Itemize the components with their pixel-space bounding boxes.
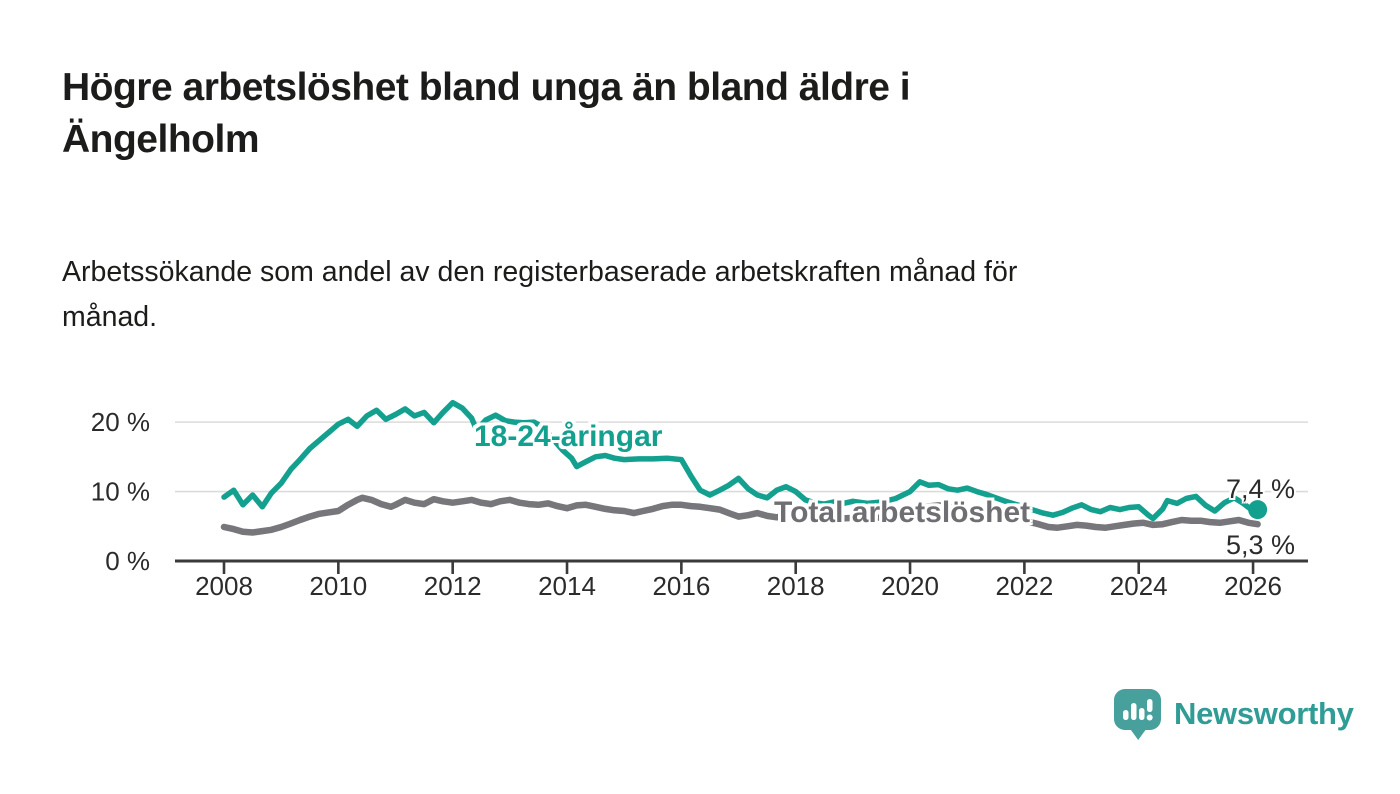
series-label-total-arbetsloshet: Total arbetslöshet	[774, 496, 1031, 529]
x-axis-tick-label: 2012	[424, 571, 482, 601]
series-line-total	[220, 494, 1261, 536]
series-label-18-24-aringar: 18-24-åringar	[474, 420, 663, 453]
page-title: Högre arbetslöshet bland unga än bland ä…	[62, 62, 1162, 166]
y-axis-tick-label: 10 %	[91, 477, 150, 507]
x-axis-tick-label: 2020	[881, 571, 939, 601]
page-subtitle: Arbetssökande som andel av den registerb…	[62, 250, 1262, 340]
series-end-dot	[1248, 500, 1268, 520]
newsworthy-logo: Newsworthy	[1112, 687, 1354, 741]
x-axis-tick-label: 2014	[538, 571, 596, 601]
end-value-label-total: 5,3 %	[1226, 530, 1296, 560]
x-axis-tick-label: 2016	[652, 571, 710, 601]
x-axis-tick-label: 2026	[1224, 571, 1282, 601]
y-axis-tick-label: 20 %	[91, 407, 150, 437]
newsworthy-brand-text: Newsworthy	[1174, 696, 1354, 731]
x-axis-tick-label: 2018	[767, 571, 825, 601]
series-line-young	[221, 399, 1261, 522]
x-axis-tick-label: 2022	[995, 571, 1053, 601]
end-value-label-young: 7,4 %	[1226, 474, 1296, 504]
newsworthy-bubble-chart-icon	[1114, 689, 1161, 740]
page-subtitle-line-2: månad.	[62, 301, 158, 333]
page-title-line-1: Högre arbetslöshet bland unga än bland ä…	[62, 66, 911, 109]
x-axis-tick-label: 2024	[1110, 571, 1168, 601]
y-axis-tick-label: 0 %	[105, 546, 150, 576]
x-axis-tick-label: 2010	[309, 571, 367, 601]
page-title-line-2: Ängelholm	[62, 118, 260, 161]
page-subtitle-line-1: Arbetssökande som andel av den registerb…	[62, 256, 1018, 288]
x-axis-tick-label: 2008	[195, 571, 253, 601]
